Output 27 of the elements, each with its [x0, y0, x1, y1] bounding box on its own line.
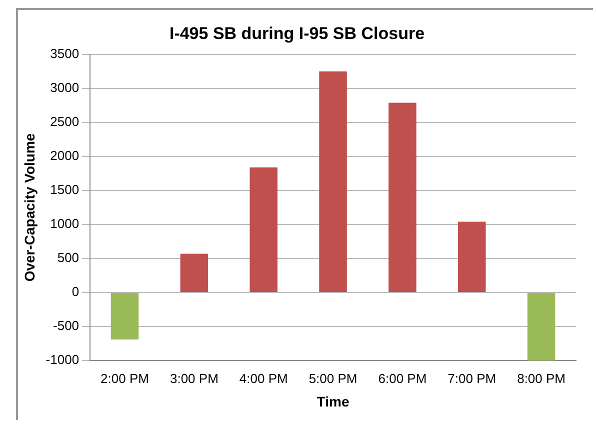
bar — [250, 167, 278, 292]
y-tick-label: -500 — [53, 318, 80, 334]
bar — [110, 293, 139, 340]
y-tick-label: 3500 — [50, 46, 80, 61]
x-tick-label: 2:00 PM — [100, 370, 149, 386]
chart-title: I-495 SB during I-95 SB Closure — [169, 24, 425, 43]
y-tick-label: -1000 — [46, 352, 80, 368]
x-tick-label: 6:00 PM — [378, 370, 427, 386]
x-axis-title: Time — [316, 393, 350, 410]
y-tick-label: 1500 — [50, 182, 80, 198]
bar — [180, 254, 208, 292]
bar — [458, 222, 486, 292]
x-tick-label: 7:00 PM — [448, 370, 496, 386]
bar — [388, 102, 416, 292]
x-tick-label: 3:00 PM — [170, 370, 218, 386]
y-tick-label: 1000 — [50, 216, 80, 232]
y-tick-label: 2000 — [50, 148, 80, 164]
y-tick-label: 0 — [72, 284, 80, 300]
x-tick-label: 4:00 PM — [239, 370, 288, 386]
y-tick-label: 3000 — [50, 80, 80, 95]
y-tick-label: 2500 — [50, 114, 80, 130]
bar — [527, 293, 556, 361]
x-tick-label: 5:00 PM — [308, 370, 358, 386]
x-tick-label: 8:00 PM — [517, 370, 566, 386]
bar — [319, 71, 347, 292]
y-axis-title: Over-Capacity Volume — [21, 133, 38, 282]
y-tick-label: 500 — [57, 250, 80, 266]
